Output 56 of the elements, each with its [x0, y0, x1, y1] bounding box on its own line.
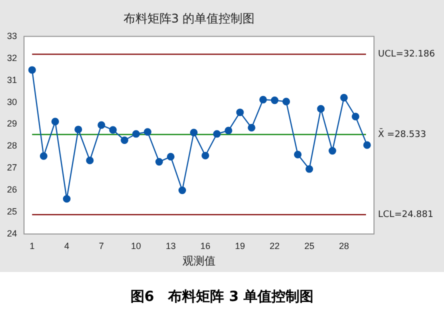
point [328, 146, 336, 155]
point [190, 128, 198, 136]
point [317, 105, 325, 113]
point [155, 158, 163, 166]
y-tick-label: 33 [6, 30, 18, 41]
point [224, 126, 232, 134]
point [202, 152, 210, 160]
point [270, 96, 278, 104]
chart-title: 布料矩阵3 的单值控制图 [123, 11, 255, 26]
x-tick-label: 1 [30, 240, 35, 251]
point [166, 152, 175, 161]
point [352, 112, 360, 120]
point [236, 108, 244, 116]
y-tick-label: 27 [6, 162, 18, 173]
point [340, 94, 348, 102]
point [120, 136, 128, 144]
y-tick-label: 25 [6, 206, 18, 217]
caption: 图6 布料矩阵 3 单值控制图 [129, 288, 315, 306]
point [62, 195, 71, 203]
point [259, 96, 267, 104]
point [363, 141, 371, 149]
point [306, 165, 314, 173]
point [51, 118, 59, 126]
point [28, 66, 36, 74]
point [132, 130, 140, 138]
y-tick-label: 30 [6, 96, 18, 107]
ref-line-label: UCL=32.186 [378, 50, 436, 60]
x-tick-label: 22 [270, 240, 280, 251]
y-tick-label: 28 [6, 140, 18, 151]
point [178, 186, 186, 194]
y-tick-label: 29 [6, 118, 18, 129]
point [282, 98, 290, 106]
x-tick-label: 7 [98, 240, 104, 251]
x-tick-label: 19 [235, 240, 246, 251]
point [109, 126, 117, 134]
ref-line-label: X̄ =28.533 [378, 128, 426, 140]
x-tick-label: 16 [200, 240, 210, 251]
x-tick-label: 13 [166, 240, 176, 251]
point [98, 121, 106, 129]
x-tick-label: 10 [131, 240, 142, 251]
point [86, 156, 94, 164]
x-tick-label: 4 [64, 240, 70, 251]
point [40, 152, 48, 160]
point [144, 128, 152, 136]
y-tick-label: 31 [6, 74, 18, 85]
x-tick-label: 25 [304, 240, 314, 251]
x-axis-title: 观测值 [182, 255, 216, 268]
point [294, 150, 302, 158]
x-tick-label: 28 [338, 240, 349, 251]
y-tick-label: 26 [6, 184, 18, 195]
y-tick-label: 24 [6, 228, 18, 238]
point [74, 126, 82, 134]
ref-line-label: LCL=24.881 [378, 210, 434, 220]
point [213, 130, 221, 138]
y-tick-label: 32 [6, 52, 18, 63]
point [248, 124, 256, 132]
